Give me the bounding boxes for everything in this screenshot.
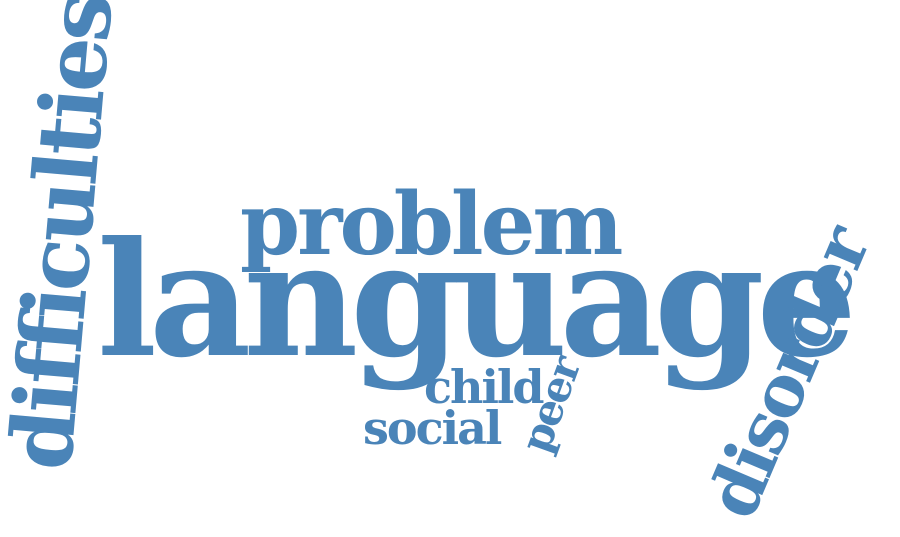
word-language: language (97, 208, 857, 393)
word-difficulties: difficulties (0, 0, 133, 474)
word-problem: problem (240, 174, 623, 275)
word-child: child (424, 360, 545, 414)
word-social: social (363, 401, 502, 455)
